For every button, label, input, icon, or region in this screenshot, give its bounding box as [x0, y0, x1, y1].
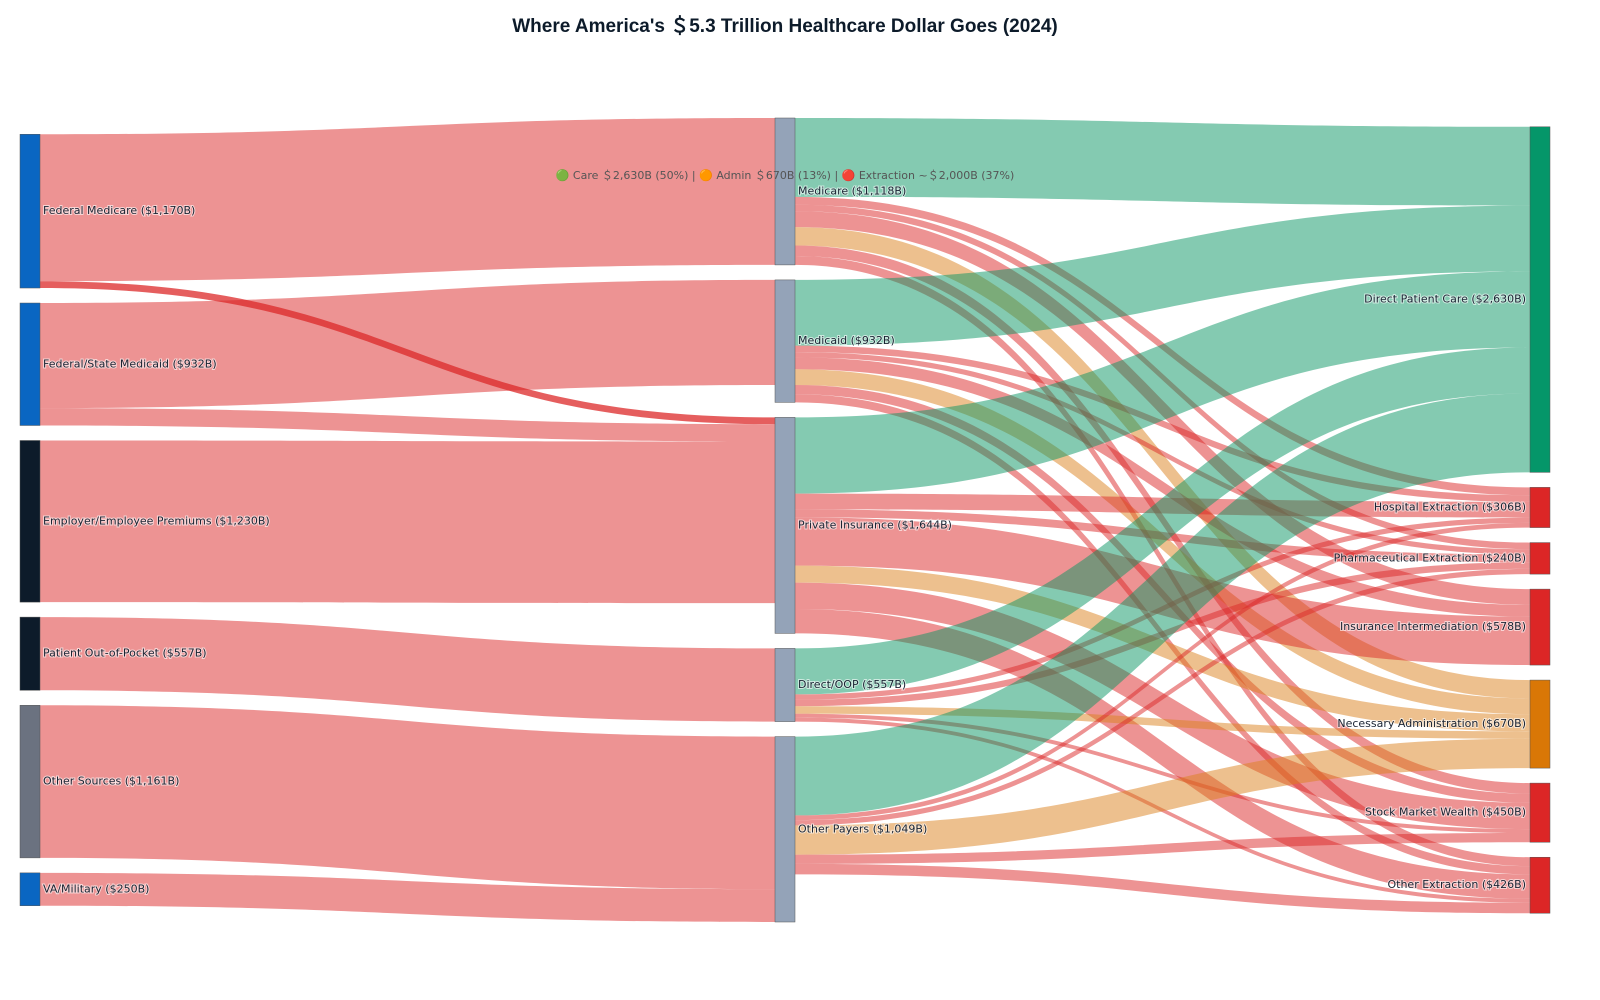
link [795, 393, 1530, 816]
node-label: Medicare ($1,118B) [798, 184, 906, 197]
node-label: Insurance Intermediation ($578B) [1340, 620, 1526, 633]
node [774, 736, 796, 923]
node-label: Necessary Administration ($670B) [1337, 717, 1526, 730]
node [19, 302, 41, 426]
link [40, 440, 775, 604]
node [19, 705, 41, 859]
node-label: Medicaid ($932B) [798, 334, 895, 347]
node [19, 872, 41, 906]
node-label: Other Payers ($1,049B) [798, 822, 927, 835]
node-label: Hospital Extraction ($306B) [1374, 500, 1526, 513]
node [774, 648, 796, 722]
node-label: Other Extraction ($426B) [1387, 878, 1526, 891]
link [40, 872, 775, 922]
node-label: Pharmaceutical Extraction ($240B) [1334, 551, 1526, 564]
link [795, 352, 1530, 555]
node-label: Patient Out-of-Pocket ($557B) [43, 647, 207, 660]
node-label: Private Insurance ($1,644B) [798, 518, 952, 531]
node [1529, 782, 1551, 843]
link [795, 357, 1530, 617]
chart-title: Where America's ＄5.3 Trillion Healthcare… [512, 14, 1058, 37]
node-label: Direct/OOP ($557B) [798, 678, 906, 691]
node-label: Other Sources ($1,161B) [43, 775, 179, 788]
link [795, 345, 1530, 502]
node [774, 117, 796, 266]
node [19, 440, 41, 603]
node [1529, 856, 1551, 914]
link [795, 118, 1530, 206]
link [795, 582, 1530, 830]
node [1529, 542, 1551, 575]
node [1529, 679, 1551, 769]
link [795, 568, 1530, 826]
node-label: Stock Market Wealth ($450B) [1365, 806, 1526, 819]
link [795, 863, 1530, 914]
link [795, 713, 1530, 834]
link [40, 279, 775, 409]
node [1529, 126, 1551, 473]
node-label: Direct Patient Care ($2,630B) [1364, 293, 1526, 306]
links [40, 118, 1530, 922]
node [774, 279, 796, 403]
link [795, 738, 1530, 855]
node-label: Federal Medicare ($1,170B) [43, 204, 195, 217]
node [19, 616, 41, 691]
link [40, 118, 775, 282]
node-label: Employer/Employee Premiums ($1,230B) [43, 514, 270, 527]
link [40, 408, 775, 442]
node [19, 134, 41, 289]
link [40, 617, 775, 722]
link [795, 522, 1530, 821]
nodes: Federal Medicare ($1,170B) Federal/State … [19, 117, 1551, 923]
link [795, 271, 1530, 494]
link [40, 705, 775, 890]
link [795, 205, 1530, 346]
link [795, 227, 1530, 699]
link [795, 608, 1530, 899]
annotation: 🟢 Care ＄2,630B (50%) | 🟠 Admin ＄670B (13… [556, 168, 1015, 182]
node [1529, 588, 1551, 666]
link [795, 565, 1530, 732]
link [795, 347, 1530, 695]
link [795, 255, 1530, 867]
link [795, 833, 1530, 864]
node-label: Federal/State Medicaid ($932B) [43, 357, 217, 370]
node-label: VA/Military ($250B) [43, 882, 149, 895]
node [1529, 487, 1551, 528]
node [774, 417, 796, 634]
